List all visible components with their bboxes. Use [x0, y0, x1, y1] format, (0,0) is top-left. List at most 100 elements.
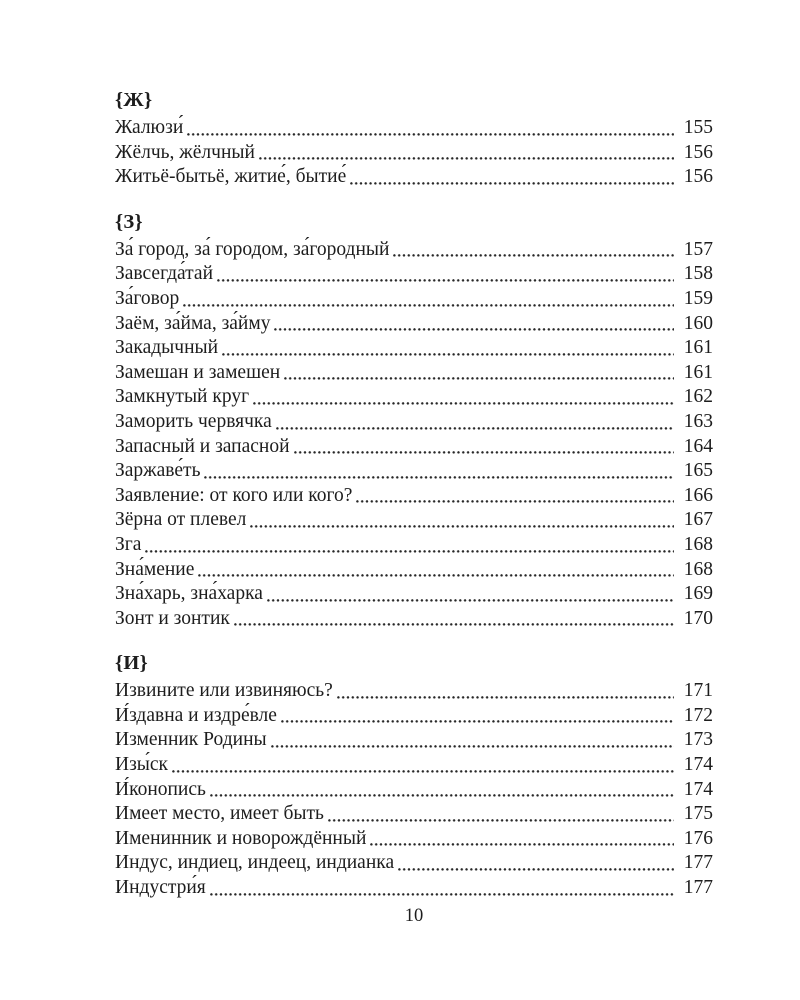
- dot-leader: [393, 254, 674, 258]
- toc-entry-label: За́говор: [115, 287, 180, 309]
- toc-entry-label: Заём, за́йма, за́йму: [115, 312, 271, 334]
- toc-entry: Именинник и новорождённый 176: [115, 827, 713, 852]
- toc-section-z: {З} За́ город, за́ городом, за́городный 1…: [115, 210, 713, 632]
- toc-entry-label: И́конопись: [115, 778, 206, 800]
- toc-entry-page: 165: [683, 460, 713, 482]
- toc-entry-page: 155: [683, 117, 713, 138]
- toc-entry-page: 168: [683, 558, 713, 580]
- toc-entry-page: 177: [683, 877, 713, 899]
- dot-leader: [209, 892, 674, 896]
- dot-leader: [284, 377, 674, 381]
- dot-leader: [258, 157, 674, 161]
- toc-entry-label: Заржаве́ть: [115, 460, 201, 482]
- toc-section-i: {И} Извините или извиняюсь? 171 И́здавна …: [115, 651, 713, 900]
- toc-entry-label: Именинник и новорождённый: [115, 827, 367, 849]
- section-heading: {Ж}: [115, 89, 153, 111]
- dot-leader: [145, 549, 674, 553]
- toc-entry-label: Имеет место, имеет быть: [115, 803, 324, 825]
- toc-entry-label: Зонт и зонтик: [115, 607, 230, 629]
- toc-entry: И́конопись 174: [115, 778, 713, 803]
- toc-entry-page: 175: [683, 803, 713, 825]
- toc-entry-page: 159: [683, 287, 713, 309]
- toc-entry: За́ город, за́ городом, за́городный 157: [115, 238, 713, 263]
- toc-entry-page: 169: [683, 583, 713, 605]
- dot-leader: [183, 303, 674, 307]
- toc-entry-label: Извините или извиняюсь?: [115, 680, 333, 702]
- toc-entry: Изменник Родины 173: [115, 728, 713, 753]
- dot-leader: [187, 132, 674, 136]
- toc-entry: Заморить червячка 163: [115, 410, 713, 435]
- dot-leader: [293, 451, 674, 455]
- toc-entry: Имеет место, имеет быть 175: [115, 802, 713, 827]
- toc-entry-page: 162: [683, 386, 713, 408]
- toc-entry-page: 174: [683, 778, 713, 800]
- toc-entry: Замкнутый круг 162: [115, 385, 713, 410]
- toc-entry-page: 161: [683, 337, 713, 359]
- toc-entry-page: 163: [683, 410, 713, 432]
- toc-entry: Зга 168: [115, 533, 713, 558]
- toc-entry-label: Заявление: от кого или кого?: [115, 484, 353, 506]
- toc-entry-page: 157: [683, 238, 713, 260]
- dot-leader: [222, 352, 674, 356]
- toc-entry: Житьё-бытьё, житие́, бытие́ 156: [115, 165, 713, 190]
- toc-entry: Изы́ск 174: [115, 753, 713, 778]
- dot-leader: [253, 401, 674, 405]
- dot-leader: [204, 475, 674, 479]
- toc-entry-page: 176: [683, 827, 713, 849]
- toc-entry-label: Индустри́я: [115, 877, 206, 899]
- toc-entry: Заём, за́йма, за́йму 160: [115, 312, 713, 337]
- toc-entry-page: 166: [683, 484, 713, 506]
- toc-entry-page: 164: [683, 435, 713, 457]
- toc-entry-page: 171: [683, 680, 713, 702]
- toc-entry-page: 168: [683, 533, 713, 555]
- toc-entry-label: Заморить червячка: [115, 410, 272, 432]
- toc-entry-page: 156: [683, 141, 713, 163]
- toc-entry: Заявление: от кого или кого? 166: [115, 484, 713, 509]
- toc-entry-label: Замешан и замешен: [115, 361, 281, 383]
- toc-entry-page: 161: [683, 361, 713, 383]
- dot-leader: [233, 623, 674, 627]
- toc-entry-label: Закадычный: [115, 337, 219, 359]
- dot-leader: [172, 769, 674, 773]
- toc-entry-label: Замкнутый круг: [115, 386, 250, 408]
- toc-entry-label: И́здавна и издре́вле: [115, 704, 277, 726]
- toc-entry-page: 160: [683, 312, 713, 334]
- dot-leader: [398, 868, 674, 872]
- dot-leader: [266, 598, 674, 602]
- dot-leader: [275, 426, 674, 430]
- toc-entry: Зна́мение 168: [115, 558, 713, 583]
- dot-leader: [209, 794, 674, 798]
- toc-entry: За́говор 159: [115, 287, 713, 312]
- dot-leader: [327, 818, 674, 822]
- toc-entry-page: 156: [683, 166, 713, 188]
- toc-entry-page: 172: [683, 704, 713, 726]
- toc-entry: Жалюзи́ 155: [115, 116, 713, 141]
- toc-entry: Завсегда́тай 158: [115, 262, 713, 287]
- toc-entry: Жёлчь, жёлчный 156: [115, 141, 713, 166]
- dot-leader: [270, 745, 674, 749]
- dot-leader: [250, 524, 674, 528]
- toc-entry-label: Житьё-бытьё, житие́, бытие́: [115, 166, 347, 188]
- toc-entry: Закадычный 161: [115, 336, 713, 361]
- toc-entry-label: Жалюзи́: [115, 117, 184, 138]
- toc-entry-page: 158: [683, 263, 713, 285]
- toc-entry-page: 174: [683, 754, 713, 776]
- toc-entry-label: Зга: [115, 533, 142, 555]
- toc-entry-label: Зёрна от плевел: [115, 509, 247, 531]
- toc-entry: Запасный и запасной 164: [115, 435, 713, 460]
- toc-entry: И́здавна и издре́вле 172: [115, 704, 713, 729]
- toc-entry-label: Зна́харь, зна́харка: [115, 583, 263, 605]
- toc-entry-label: Изменник Родины: [115, 729, 267, 751]
- toc-entry: Зонт и зонтик 170: [115, 607, 713, 632]
- dot-leader: [274, 328, 674, 332]
- toc-entry: Индус, индиец, индеец, индианка 177: [115, 851, 713, 876]
- page-number: 10: [404, 905, 424, 926]
- section-heading: {З}: [115, 210, 143, 233]
- dot-leader: [280, 720, 674, 724]
- toc-entry: Зна́харь, зна́харка 169: [115, 582, 713, 607]
- toc-entry-label: Завсегда́тай: [115, 263, 214, 285]
- toc-entry-label: За́ город, за́ городом, за́городный: [115, 238, 390, 260]
- dot-leader: [356, 500, 674, 504]
- toc-entry: Извините или извиняюсь? 171: [115, 679, 713, 704]
